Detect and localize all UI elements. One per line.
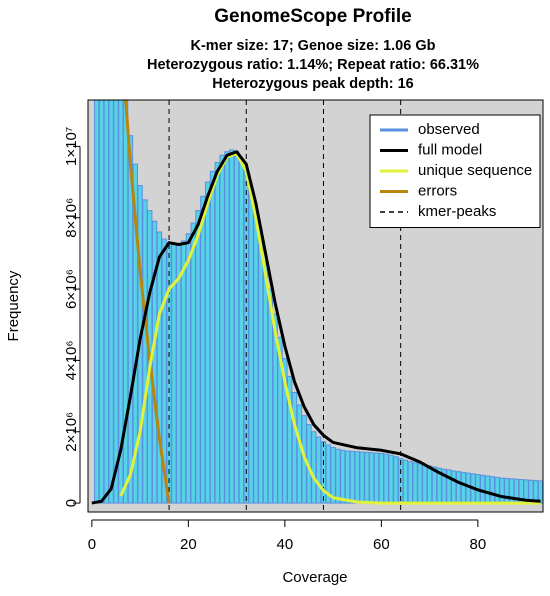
bar xyxy=(359,451,365,504)
bar xyxy=(373,452,380,504)
bar xyxy=(378,452,385,504)
bar xyxy=(504,477,510,504)
bar xyxy=(224,151,230,504)
plot-frame xyxy=(87,99,544,513)
bar xyxy=(113,100,119,504)
bar xyxy=(108,100,114,504)
bar xyxy=(417,463,423,504)
chart-title: GenomeScope Profile xyxy=(214,6,411,27)
bar xyxy=(296,404,303,504)
x-axis-label: Coverage xyxy=(282,569,347,586)
line xyxy=(91,150,541,505)
bar xyxy=(402,459,409,504)
bar xyxy=(330,446,336,504)
legend-label: unique sequence xyxy=(418,162,532,179)
bar xyxy=(335,448,341,504)
bar xyxy=(204,181,211,504)
bar xyxy=(364,451,370,504)
bar xyxy=(214,161,220,504)
bar xyxy=(248,188,254,504)
bar xyxy=(98,100,105,504)
y-axis-label: Frequency xyxy=(5,270,22,341)
bar xyxy=(484,475,491,504)
bar xyxy=(354,451,360,504)
bar xyxy=(142,199,148,504)
bar xyxy=(369,452,375,504)
x-tick-label: 60 xyxy=(373,536,390,553)
bar xyxy=(388,454,394,504)
bar xyxy=(185,233,192,504)
bar xyxy=(349,450,356,504)
y-tick-label: 2×10⁶ xyxy=(63,412,80,452)
bar xyxy=(262,261,269,504)
bar xyxy=(122,100,129,504)
line xyxy=(119,152,541,505)
bar xyxy=(219,154,225,504)
x-tick-label: 40 xyxy=(277,536,294,553)
legend-label: full model xyxy=(418,141,482,158)
bar xyxy=(238,158,245,504)
bar xyxy=(94,100,100,504)
bar xyxy=(311,431,317,504)
bar xyxy=(340,449,346,504)
legend-label: observed xyxy=(418,121,480,138)
bar xyxy=(489,476,496,504)
bar xyxy=(291,392,298,504)
bar xyxy=(446,469,452,504)
bar xyxy=(315,436,322,504)
bar xyxy=(229,149,235,504)
bar xyxy=(253,210,259,504)
bar xyxy=(180,240,187,504)
bar xyxy=(233,151,240,504)
subtitle: Heterozygous peak depth: 16 xyxy=(212,76,413,92)
bar xyxy=(422,464,428,504)
bar xyxy=(156,231,163,504)
subtitle: Heterozygous ratio: 1.14%; Repeat ratio:… xyxy=(147,57,479,73)
bar xyxy=(209,170,216,504)
bar xyxy=(200,195,206,504)
bar xyxy=(460,471,467,504)
bar xyxy=(455,471,462,504)
plot-area xyxy=(91,100,543,512)
x-tick-label: 20 xyxy=(180,536,197,553)
bar xyxy=(407,461,413,504)
bar xyxy=(383,453,389,504)
legend-label: kmer-peaks xyxy=(418,203,496,220)
bar xyxy=(494,476,500,504)
bar xyxy=(480,474,486,504)
x-tick-label: 80 xyxy=(470,536,487,553)
y-tick-label: 8×10⁶ xyxy=(63,198,80,238)
bar xyxy=(393,456,399,504)
legend-label: errors xyxy=(418,182,457,199)
bar xyxy=(451,470,457,504)
bar xyxy=(412,462,418,504)
subtitle: K-mer size: 17; Genoe size: 1.06 Gb xyxy=(191,38,436,54)
bar xyxy=(258,235,264,504)
bar xyxy=(176,243,182,504)
x-tick-label: 0 xyxy=(88,536,96,553)
bar xyxy=(426,465,433,504)
bar xyxy=(344,450,351,504)
y-tick-label: 1×10⁷ xyxy=(63,127,80,166)
bar xyxy=(499,477,505,504)
y-tick-label: 0 xyxy=(63,499,80,507)
y-tick-label: 6×10⁶ xyxy=(63,269,80,309)
bar xyxy=(195,210,201,504)
bar xyxy=(103,100,110,504)
bar xyxy=(190,222,196,504)
y-tick-label: 4×10⁶ xyxy=(63,340,80,380)
